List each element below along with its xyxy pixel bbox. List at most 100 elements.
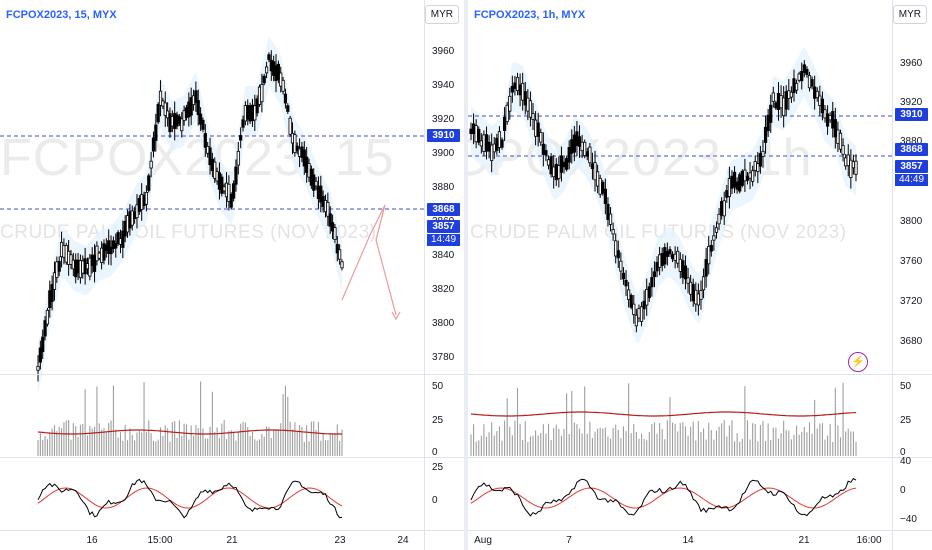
oscillator-tick: 0 — [432, 495, 438, 506]
candle-body — [784, 91, 788, 110]
candle-body — [740, 170, 744, 186]
candle-body — [505, 104, 509, 122]
candle-body — [782, 97, 786, 117]
pane-separator[interactable] — [0, 457, 464, 458]
candle-body — [802, 64, 806, 73]
oscillator-line — [470, 477, 857, 517]
candle-body — [601, 181, 605, 194]
candle-body — [239, 135, 243, 141]
oscillator-tick: −40 — [900, 514, 917, 525]
time-tick: 21 — [798, 535, 810, 546]
pane-separator[interactable] — [468, 374, 932, 375]
candle-body — [818, 95, 822, 106]
candle-body — [319, 185, 323, 203]
candle-body — [227, 183, 231, 202]
candle-body — [147, 175, 151, 191]
candle-body — [639, 306, 644, 322]
candle-body — [562, 161, 566, 168]
candle-body — [823, 109, 827, 119]
candle-body — [518, 84, 522, 96]
candle-body — [758, 153, 762, 167]
candle-body — [554, 163, 558, 181]
chart-pane-1h[interactable]: FCPOX2023, 1h CRUDE PALM OIL FUTURES (NO… — [468, 0, 932, 550]
price-axis[interactable]: MYR 3960 3920 3880 3840 3800 3760 3720 3… — [892, 0, 932, 530]
candle-body — [738, 174, 742, 192]
envelope-band — [471, 46, 856, 343]
candle-body — [761, 150, 765, 157]
candle-body — [335, 243, 339, 254]
volume-moving-average — [37, 429, 342, 435]
oscillator-tick: 40 — [900, 456, 912, 467]
chart-pane-15m[interactable]: FCPOX2023, 15 CRUDE PALM OIL FUTURES (NO… — [0, 0, 464, 550]
candle-body — [766, 114, 770, 132]
chart-canvas[interactable] — [468, 0, 892, 530]
candle-body — [751, 170, 755, 182]
oscillator-line — [37, 478, 343, 519]
candle-body — [264, 66, 269, 74]
candle-body — [41, 336, 45, 353]
candle-body — [673, 253, 677, 261]
candle-body — [810, 79, 814, 87]
axis-corner — [424, 530, 464, 550]
candle-body — [154, 124, 158, 141]
candle-body — [743, 169, 747, 182]
candle-body — [603, 188, 607, 204]
candle-body — [220, 176, 224, 194]
time-tick: 16 — [86, 535, 98, 546]
candle-body — [614, 240, 618, 257]
price-tick: 3760 — [900, 256, 923, 267]
candle-body — [45, 309, 50, 325]
time-tick: 15:00 — [147, 535, 173, 546]
candle-body — [121, 230, 125, 248]
candle-body — [590, 163, 595, 169]
candle-body — [844, 157, 848, 167]
candle-body — [536, 122, 540, 137]
candle-body — [779, 95, 783, 109]
price-tick: 3880 — [900, 136, 923, 147]
time-tick: 23 — [334, 535, 346, 546]
candle-body — [619, 260, 623, 272]
candle-body — [794, 82, 799, 91]
candle-body — [88, 257, 92, 277]
candle-body — [314, 180, 318, 187]
lightning-bolt-icon[interactable]: ⚡ — [848, 352, 868, 372]
candle-body — [163, 102, 167, 116]
candle-body — [720, 201, 724, 216]
pane-separator[interactable] — [0, 374, 464, 375]
candle-body — [627, 289, 631, 300]
candle-body — [634, 314, 638, 327]
candle-body — [151, 137, 156, 152]
level-price-label: 3910 — [895, 108, 928, 121]
pane-separator[interactable] — [468, 457, 932, 458]
chart-canvas[interactable] — [0, 0, 424, 530]
candle-body — [180, 118, 184, 132]
price-tick: 3780 — [432, 352, 455, 363]
candle-body — [776, 92, 781, 110]
candle-body — [805, 68, 809, 75]
price-axis[interactable]: MYR 3960 3940 3920 3900 3880 3860 3840 3… — [424, 0, 464, 530]
currency-button[interactable]: MYR — [892, 5, 927, 24]
candle-body — [642, 300, 646, 310]
candle-body — [637, 308, 641, 319]
candle-body — [156, 104, 160, 123]
candle-body — [502, 117, 507, 132]
candle-body — [288, 117, 292, 135]
price-tick: 3800 — [432, 318, 455, 329]
symbol-legend[interactable]: FCPOX2023, 1h, MYX — [474, 9, 586, 21]
candle-body — [668, 249, 672, 255]
candle-body — [670, 254, 675, 260]
axis-corner — [892, 530, 932, 550]
candle-body — [50, 284, 54, 302]
volume-tick: 25 — [432, 415, 444, 426]
volume-tick: 50 — [432, 381, 444, 392]
candle-body — [559, 155, 564, 173]
candle-body — [262, 75, 266, 84]
time-axis[interactable]: Aug 7 14 21 16:00 — [468, 530, 892, 550]
time-axis[interactable]: 16 15:00 21 23 24 — [0, 530, 424, 550]
layout-divider[interactable] — [464, 0, 468, 550]
candle-body — [199, 113, 203, 125]
currency-button[interactable]: MYR — [424, 5, 459, 24]
candle-body — [526, 97, 530, 112]
price-tick: 3960 — [432, 46, 455, 57]
symbol-legend[interactable]: FCPOX2023, 15, MYX — [6, 9, 117, 21]
